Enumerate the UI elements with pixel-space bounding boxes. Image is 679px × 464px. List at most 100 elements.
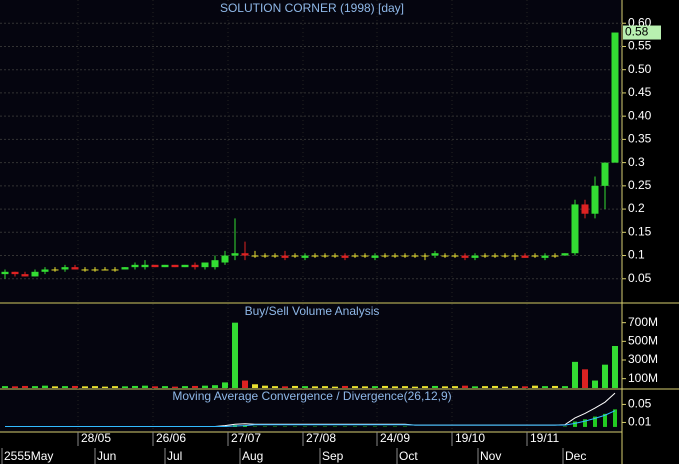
month-label: Aug xyxy=(242,449,263,463)
macd-line xyxy=(5,410,616,427)
volume-bar xyxy=(542,386,548,388)
volume-bar xyxy=(92,386,98,388)
candle-body xyxy=(191,264,199,268)
y-tick-label: 0.3 xyxy=(628,155,645,169)
candle-body xyxy=(381,255,389,257)
y-tick-label: 100M xyxy=(628,371,658,385)
y-tick-label: 0.50 xyxy=(628,62,652,76)
macd-histogram-bar xyxy=(603,413,607,427)
candle-body xyxy=(421,255,429,257)
price-panel xyxy=(0,0,622,302)
y-tick-label: 0.25 xyxy=(628,178,652,192)
macd-title: Moving Average Convergence / Divergence(… xyxy=(172,389,451,403)
volume-bar xyxy=(152,386,158,388)
volume-bar xyxy=(482,386,488,388)
volume-bar xyxy=(42,385,48,388)
y-tick-label: 0.35 xyxy=(628,132,652,146)
y-tick-label: 0.05 xyxy=(628,271,652,285)
candle-body xyxy=(81,269,89,271)
candle-body xyxy=(331,255,339,257)
candle-body xyxy=(401,255,409,257)
volume-bar xyxy=(212,385,218,388)
volume-bar xyxy=(22,385,28,388)
x-tick-label: 24/09 xyxy=(380,431,410,445)
candle-body xyxy=(521,255,529,258)
volume-bar xyxy=(232,322,238,388)
volume-bar xyxy=(82,386,88,388)
month-label: Jun xyxy=(97,449,116,463)
volume-title: Buy/Sell Volume Analysis xyxy=(245,304,380,318)
candle-body xyxy=(121,267,129,270)
candle-body xyxy=(551,255,559,257)
volume-bar xyxy=(392,386,398,388)
candle-body xyxy=(391,255,399,257)
macd-histogram-bar xyxy=(573,421,577,427)
volume-bar xyxy=(582,369,588,388)
macd-histogram-bar xyxy=(583,419,587,427)
volume-bar xyxy=(532,385,538,388)
candle-body xyxy=(141,264,149,268)
candle-body xyxy=(11,271,19,275)
volume-bar xyxy=(342,385,348,388)
x-tick-label: 28/05 xyxy=(81,431,111,445)
x-tick-label: 27/07 xyxy=(231,431,261,445)
candle-body xyxy=(31,271,39,277)
candle-body xyxy=(561,253,569,256)
candle-body xyxy=(41,269,49,272)
macd-histogram-bar xyxy=(613,409,617,427)
volume-bar xyxy=(72,385,78,388)
candle-body xyxy=(301,255,309,258)
candle-body xyxy=(21,274,29,277)
candle-body xyxy=(601,162,609,186)
volume-bar xyxy=(132,385,138,388)
volume-bar xyxy=(522,386,528,388)
candle-body xyxy=(101,269,109,271)
candle-body xyxy=(291,255,299,257)
volume-bar xyxy=(12,386,18,388)
candle-body xyxy=(581,204,589,214)
candle-body xyxy=(471,255,479,258)
y-tick-label: 0.1 xyxy=(628,248,645,262)
candle-body xyxy=(231,253,239,256)
volume-bar xyxy=(282,386,288,388)
volume-bar xyxy=(202,385,208,388)
candle-body xyxy=(491,255,499,257)
candle-body xyxy=(531,255,539,257)
volume-bar xyxy=(452,386,458,388)
y-tick-label: 0.15 xyxy=(628,224,652,238)
x-tick-label: 27/08 xyxy=(306,431,336,445)
volume-bar xyxy=(432,385,438,388)
volume-bar xyxy=(322,386,328,388)
volume-bar xyxy=(272,386,278,388)
volume-bar xyxy=(102,386,108,388)
volume-bar xyxy=(32,386,38,388)
volume-bar xyxy=(302,386,308,388)
volume-bar xyxy=(562,386,568,388)
candle-body xyxy=(611,32,619,163)
candle-body xyxy=(511,255,519,257)
volume-bar xyxy=(262,385,268,388)
volume-panel xyxy=(0,304,622,388)
candle-body xyxy=(431,253,439,256)
candle-body xyxy=(341,255,349,258)
volume-bar xyxy=(122,386,128,388)
volume-bar xyxy=(572,361,578,388)
candle-body xyxy=(71,267,79,270)
y-tick-label: 700M xyxy=(628,315,658,329)
y-tick-label: 0.40 xyxy=(628,108,652,122)
candle-body xyxy=(541,255,549,258)
candle-body xyxy=(131,264,139,268)
volume-bar xyxy=(352,386,358,388)
candle-body xyxy=(241,253,249,256)
candle-body xyxy=(281,255,289,258)
y-tick-label: 300M xyxy=(628,352,658,366)
volume-bar xyxy=(472,386,478,388)
candle-body xyxy=(441,255,449,257)
candle-body xyxy=(361,255,369,257)
volume-bar xyxy=(412,386,418,388)
last-price-box xyxy=(623,25,661,40)
volume-bar xyxy=(382,385,388,388)
x-tick-label: 19/11 xyxy=(530,431,559,445)
volume-bar xyxy=(422,386,428,388)
